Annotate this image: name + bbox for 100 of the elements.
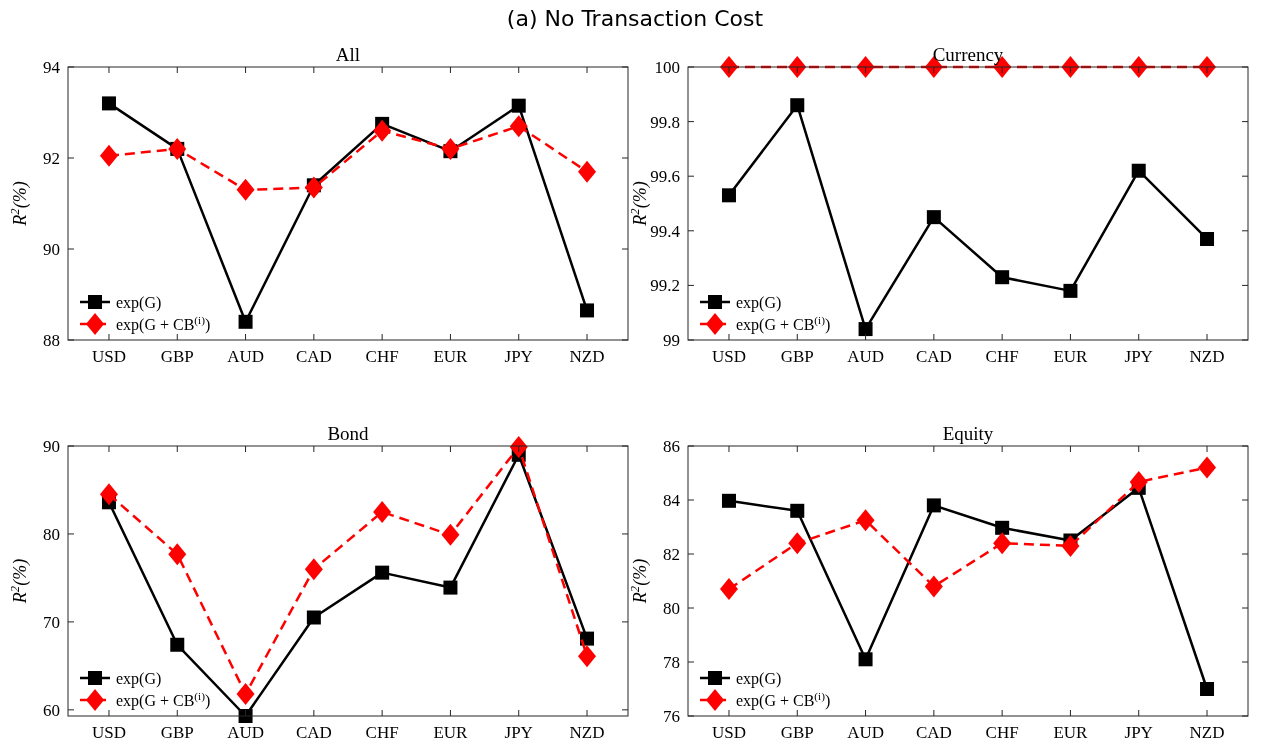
point bbox=[373, 500, 392, 523]
y-tick-label: 88 bbox=[43, 330, 60, 350]
point bbox=[306, 610, 321, 625]
chart-title: Bond bbox=[327, 423, 370, 444]
point bbox=[721, 188, 736, 203]
point bbox=[580, 303, 595, 318]
y-tick-label: 100 bbox=[654, 57, 680, 77]
point bbox=[788, 532, 807, 555]
point bbox=[1200, 231, 1215, 246]
point bbox=[373, 119, 392, 142]
legend-label: exp(G) bbox=[736, 293, 782, 312]
x-tick-label: EUR bbox=[1053, 347, 1089, 366]
legend-label: exp(G) bbox=[116, 293, 162, 312]
point bbox=[1200, 682, 1215, 696]
point bbox=[168, 137, 187, 160]
x-tick-label: CAD bbox=[915, 723, 952, 742]
y-tick-label: 90 bbox=[43, 239, 60, 259]
y-tick-label: 94 bbox=[43, 57, 61, 77]
point bbox=[856, 509, 875, 532]
x-tick-label: CAD bbox=[295, 723, 332, 742]
chart-title: Equity bbox=[942, 423, 994, 444]
y-tick-label: 80 bbox=[43, 524, 60, 544]
point bbox=[1063, 283, 1078, 298]
y-tick-label: 99.2 bbox=[650, 276, 680, 296]
x-tick-label: USD bbox=[91, 723, 126, 742]
x-tick-label: NZD bbox=[569, 347, 605, 366]
point bbox=[719, 578, 738, 601]
x-tick-label: AUD bbox=[847, 347, 884, 366]
point bbox=[99, 483, 118, 506]
y-tick-label: 92 bbox=[43, 148, 60, 168]
point bbox=[238, 314, 253, 329]
point bbox=[443, 580, 458, 595]
x-tick-label: NZD bbox=[569, 723, 605, 742]
x-tick-label: CHF bbox=[985, 723, 1019, 742]
legend-label: exp(G + CB$^{(i)}$) bbox=[736, 689, 831, 710]
point bbox=[995, 270, 1010, 285]
point bbox=[578, 160, 597, 183]
x-tick-label: NZD bbox=[1189, 347, 1225, 366]
y-tick-label: 90 bbox=[43, 436, 60, 456]
point bbox=[236, 683, 255, 706]
x-tick-label: AUD bbox=[227, 723, 264, 742]
point bbox=[509, 115, 528, 138]
x-tick-label: JPY bbox=[1124, 723, 1153, 742]
y-tick-label: 82 bbox=[663, 544, 680, 564]
y-tick-label: 86 bbox=[663, 436, 680, 456]
x-tick-label: EUR bbox=[433, 347, 469, 366]
point bbox=[578, 645, 597, 668]
legend-label: exp(G) bbox=[116, 669, 162, 688]
x-tick-label: JPY bbox=[504, 347, 533, 366]
x-tick-label: GBP bbox=[780, 347, 814, 366]
x-tick-label: EUR bbox=[1053, 723, 1089, 742]
legend-label: exp(G + CB$^{(i)}$) bbox=[736, 313, 831, 334]
x-tick-label: JPY bbox=[1124, 347, 1153, 366]
point bbox=[926, 210, 941, 225]
point bbox=[304, 558, 323, 581]
point bbox=[1198, 456, 1217, 479]
x-tick-label: GBP bbox=[780, 723, 814, 742]
x-tick-label: AUD bbox=[227, 347, 264, 366]
point bbox=[101, 96, 116, 111]
x-tick-label: JPY bbox=[504, 723, 533, 742]
point bbox=[995, 520, 1010, 535]
point bbox=[1061, 534, 1080, 557]
point bbox=[236, 178, 255, 201]
legend-label: exp(G + CB$^{(i)}$) bbox=[116, 313, 211, 334]
point bbox=[441, 137, 460, 160]
point bbox=[924, 575, 943, 598]
y-tick-label: 78 bbox=[663, 652, 680, 672]
x-tick-label: USD bbox=[91, 347, 126, 366]
y-tick-label: 80 bbox=[663, 598, 680, 618]
x-tick-label: GBP bbox=[160, 723, 194, 742]
point bbox=[858, 652, 873, 667]
y-tick-label: 70 bbox=[43, 612, 60, 632]
y-tick-label: 60 bbox=[43, 700, 60, 720]
point bbox=[1131, 163, 1146, 178]
point bbox=[170, 637, 185, 652]
point bbox=[926, 498, 941, 513]
point bbox=[511, 98, 526, 113]
x-tick-label: AUD bbox=[847, 723, 884, 742]
x-tick-label: USD bbox=[711, 723, 746, 742]
x-tick-label: CHF bbox=[365, 347, 399, 366]
y-tick-label: 99.8 bbox=[650, 112, 680, 132]
point bbox=[721, 493, 736, 508]
point bbox=[168, 543, 187, 566]
y-tick-label: 99.6 bbox=[650, 167, 680, 187]
point bbox=[1129, 470, 1148, 493]
y-tick-label: 76 bbox=[663, 706, 680, 726]
point bbox=[790, 503, 805, 518]
point bbox=[993, 532, 1012, 555]
y-tick-label: 99 bbox=[663, 330, 680, 350]
x-tick-label: CHF bbox=[365, 723, 399, 742]
point bbox=[99, 144, 118, 167]
x-tick-label: EUR bbox=[433, 723, 469, 742]
x-tick-label: USD bbox=[711, 347, 746, 366]
chart-title: Currency bbox=[932, 44, 1004, 65]
x-tick-label: GBP bbox=[160, 347, 194, 366]
x-tick-label: NZD bbox=[1189, 723, 1225, 742]
x-tick-label: CAD bbox=[915, 347, 952, 366]
x-tick-label: CHF bbox=[985, 347, 1019, 366]
y-tick-label: 84 bbox=[663, 490, 681, 510]
point bbox=[304, 176, 323, 199]
